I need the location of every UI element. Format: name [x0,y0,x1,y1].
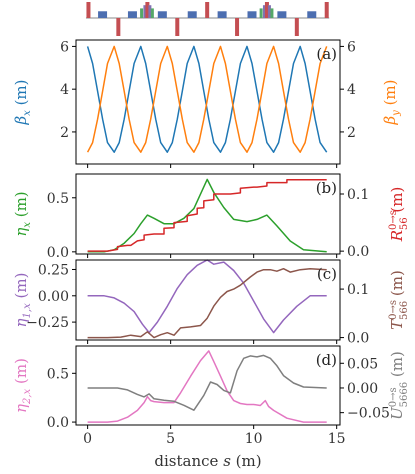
x-tick-label: 10 [245,431,263,447]
lattice-element-oct [148,5,152,18]
y-axis-title-right: U0→s5666 (m) [388,351,410,420]
panels: 2 4 6 2 4 6 (a) βx (m) βy (m) 0.0 0.5 0.0 0.1 (b) ηx (… [12,39,410,470]
lattice-element-oct [267,5,271,18]
lattice-element-quad [175,18,180,36]
lattice-element-sext [140,8,144,18]
panel-label: (d) [316,351,337,369]
y-tick-label-left: 0.25 [38,262,69,278]
y-tick-label-left: −0.25 [26,315,69,331]
lattice-element-dipole [98,11,108,18]
lattice-element-quad [116,18,121,36]
lattice-element-oct [143,5,147,18]
lattice-element-oct [262,5,266,18]
series-line-gray [87,354,327,411]
lattice-strip [85,2,330,36]
y-tick-label-left: 0.00 [38,289,69,305]
y-tick-label-right: 0.1 [347,282,369,298]
y-tick-label-right: 0.0 [347,244,369,260]
plot-frame [75,39,341,165]
lattice-element-quad [324,2,329,18]
y-tick-label-right: 6 [347,39,356,55]
y-tick-label-left: 2 [60,125,69,141]
y-tick-label-right: 4 [347,82,356,98]
lattice-element-quad [294,18,299,36]
panel-label: (c) [317,265,337,283]
y-tick-label-left: 4 [60,82,69,98]
y-tick-label-right: 0.0 [347,331,369,347]
y-tick-label-right: −0.05 [347,406,390,422]
y-tick-label-left: 0.5 [47,366,69,382]
panel-label: (a) [316,45,337,63]
series-line-green [87,178,327,253]
y-tick-label-left: 6 [60,39,69,55]
lattice-element-quad [235,18,240,36]
y-tick-label-left: 0.0 [47,245,69,261]
lattice-element-dipole [307,11,317,18]
lattice-element-sext [150,8,154,18]
y-axis-title-left: η2,x (m) [12,358,33,413]
plot-frame [75,345,341,426]
series-line-purple [87,259,327,334]
y-axis-title-right: βy (m) [381,79,402,125]
y-axis-title-left: βx (m) [12,79,33,125]
lattice-element-quad [205,2,210,18]
series-line-red [87,178,327,252]
lattice-element-dipole [277,11,287,18]
x-tick-label: 15 [328,431,346,447]
lattice-element-sext [259,8,263,18]
series-line-pink [87,350,327,423]
lattice-element-quad [145,2,150,18]
x-tick-label: 0 [83,431,92,447]
y-tick-label-left: 0.5 [47,191,69,207]
panel-1: 2 4 6 2 4 6 (a) βx (m) βy (m) [12,39,402,168]
y-axis-title-right: R0→s56 (m) [388,187,410,243]
plot-frame [75,173,341,255]
x-axis-title: distance s (m) [154,452,261,470]
lattice-element-dipole [187,11,197,18]
series-line-orange [86,45,328,153]
lattice-element-sext [270,8,274,18]
lattice-element-dipole [247,11,257,18]
lattice-element-dipole [157,11,167,18]
y-tick-label-left: 0.0 [47,415,69,431]
x-tick-label: 5 [166,431,175,447]
panel-label: (b) [316,179,337,197]
y-axis-title-left: ηx (m) [12,191,33,236]
panel-4: 0 5 10 15 0.0 0.5 −0.05 0.00 0.05 (d) η2,x (m) U0→s… [12,345,410,470]
y-axis-title-left: η1,x (m) [12,273,33,328]
panel-2: 0.0 0.5 0.0 0.1 (b) ηx (m) R0→s56 (m) [12,173,410,261]
lattice-element-quad [264,2,269,18]
lattice-element-dipole [127,11,137,18]
y-axis-title-right: T0→s566 (m) [388,270,410,330]
lattice-element-dipole [217,11,227,18]
panel-3: −0.25 0.00 0.25 0.0 0.1 (c) η1,x (m) T0→s566 (m… [12,259,410,347]
y-tick-label-right: 0.00 [347,381,378,397]
y-tick-label-right: 0.05 [347,356,378,372]
lattice-element-quad [86,2,91,18]
series-line-brown [87,267,327,339]
plot-frame [75,259,341,341]
y-tick-label-right: 0.1 [347,187,369,203]
y-tick-label-right: 2 [347,125,356,141]
